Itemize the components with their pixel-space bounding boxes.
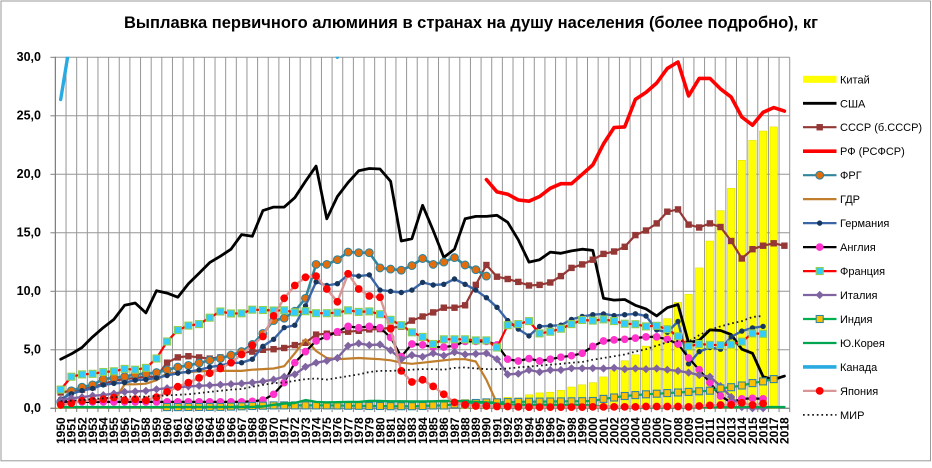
svg-text:1963: 1963 <box>192 417 206 444</box>
svg-text:1996: 1996 <box>544 417 558 444</box>
svg-text:1976: 1976 <box>331 417 345 444</box>
svg-text:1987: 1987 <box>448 417 462 444</box>
svg-text:1967: 1967 <box>235 417 249 444</box>
svg-text:2015: 2015 <box>746 417 760 444</box>
svg-text:Ю.Корея: Ю.Корея <box>840 338 885 350</box>
svg-text:1953: 1953 <box>86 417 100 444</box>
svg-text:1973: 1973 <box>299 417 313 444</box>
svg-text:МИР: МИР <box>840 410 864 422</box>
svg-text:2012: 2012 <box>714 417 728 444</box>
svg-text:2008: 2008 <box>671 417 685 444</box>
svg-text:СССР (б.СССР): СССР (б.СССР) <box>840 122 922 134</box>
svg-text:1997: 1997 <box>554 417 568 444</box>
svg-text:1959: 1959 <box>150 417 164 444</box>
svg-text:1978: 1978 <box>352 417 366 444</box>
svg-text:Англия: Англия <box>840 242 876 254</box>
svg-text:1983: 1983 <box>405 417 419 444</box>
svg-text:2013: 2013 <box>725 417 739 444</box>
svg-text:2011: 2011 <box>703 418 717 444</box>
svg-text:2014: 2014 <box>735 417 749 444</box>
svg-text:1954: 1954 <box>97 417 111 444</box>
svg-text:1995: 1995 <box>533 417 547 444</box>
svg-text:1972: 1972 <box>288 417 302 444</box>
svg-text:1980: 1980 <box>373 417 387 444</box>
svg-text:1990: 1990 <box>480 417 494 444</box>
svg-text:10,0: 10,0 <box>17 284 41 298</box>
svg-text:2003: 2003 <box>618 417 632 444</box>
svg-text:1974: 1974 <box>309 417 323 444</box>
svg-text:РФ (РСФСР): РФ (РСФСР) <box>840 146 905 158</box>
svg-text:2017: 2017 <box>767 417 781 444</box>
svg-text:1993: 1993 <box>512 417 526 444</box>
svg-text:1982: 1982 <box>395 417 409 444</box>
svg-text:2016: 2016 <box>756 417 770 444</box>
svg-text:1999: 1999 <box>576 417 590 444</box>
svg-text:Индия: Индия <box>840 314 873 326</box>
svg-text:1965: 1965 <box>214 417 228 444</box>
svg-text:1952: 1952 <box>75 417 89 444</box>
svg-text:1988: 1988 <box>458 417 472 444</box>
svg-text:1992: 1992 <box>501 417 515 444</box>
svg-text:1961: 1961 <box>171 417 185 444</box>
svg-text:ФРГ: ФРГ <box>840 170 862 182</box>
svg-text:1960: 1960 <box>160 417 174 444</box>
svg-text:Франция: Франция <box>840 266 885 278</box>
svg-text:25,0: 25,0 <box>17 109 41 123</box>
svg-text:1969: 1969 <box>256 417 270 444</box>
svg-text:США: США <box>840 98 866 110</box>
svg-text:1950: 1950 <box>54 417 68 444</box>
svg-text:1989: 1989 <box>469 417 483 444</box>
svg-text:1964: 1964 <box>203 417 217 444</box>
svg-text:2001: 2001 <box>597 417 611 444</box>
svg-text:1958: 1958 <box>139 417 153 444</box>
svg-text:20,0: 20,0 <box>17 167 41 181</box>
svg-text:1981: 1981 <box>384 417 398 444</box>
svg-text:ГДР: ГДР <box>840 194 860 206</box>
svg-text:2018: 2018 <box>778 417 792 444</box>
svg-text:1985: 1985 <box>427 417 441 444</box>
svg-text:2010: 2010 <box>693 417 707 444</box>
svg-text:0,0: 0,0 <box>24 401 41 415</box>
svg-text:Германия: Германия <box>840 218 889 230</box>
svg-text:2005: 2005 <box>639 417 653 444</box>
svg-text:1986: 1986 <box>437 417 451 444</box>
svg-text:1955: 1955 <box>107 417 121 444</box>
svg-text:2009: 2009 <box>682 417 696 444</box>
svg-text:1957: 1957 <box>129 417 143 444</box>
svg-text:1970: 1970 <box>267 417 281 444</box>
svg-text:30,0: 30,0 <box>17 50 41 64</box>
svg-text:Выплавка первичного алюминия в: Выплавка первичного алюминия в странах н… <box>124 14 818 32</box>
svg-text:5,0: 5,0 <box>24 343 41 357</box>
svg-text:Китай: Китай <box>840 74 870 86</box>
svg-text:1962: 1962 <box>182 417 196 444</box>
svg-text:Канада: Канада <box>840 362 878 374</box>
svg-text:1994: 1994 <box>522 417 536 444</box>
svg-text:1968: 1968 <box>246 417 260 444</box>
svg-text:Япония: Япония <box>840 386 878 398</box>
svg-text:2004: 2004 <box>629 417 643 444</box>
svg-text:2006: 2006 <box>650 417 664 444</box>
svg-text:1998: 1998 <box>565 417 579 444</box>
svg-text:15,0: 15,0 <box>17 226 41 240</box>
svg-text:2000: 2000 <box>586 417 600 444</box>
svg-text:1984: 1984 <box>416 417 430 444</box>
svg-text:1979: 1979 <box>363 417 377 444</box>
svg-text:1956: 1956 <box>118 417 132 444</box>
svg-text:1951: 1951 <box>65 417 79 444</box>
svg-text:1977: 1977 <box>341 417 355 444</box>
svg-text:1966: 1966 <box>224 417 238 444</box>
svg-text:2007: 2007 <box>661 417 675 444</box>
svg-text:1971: 1971 <box>278 417 292 444</box>
svg-text:1975: 1975 <box>320 417 334 444</box>
svg-text:1991: 1991 <box>490 417 504 444</box>
svg-text:2002: 2002 <box>607 417 621 444</box>
svg-text:Италия: Италия <box>840 290 878 302</box>
